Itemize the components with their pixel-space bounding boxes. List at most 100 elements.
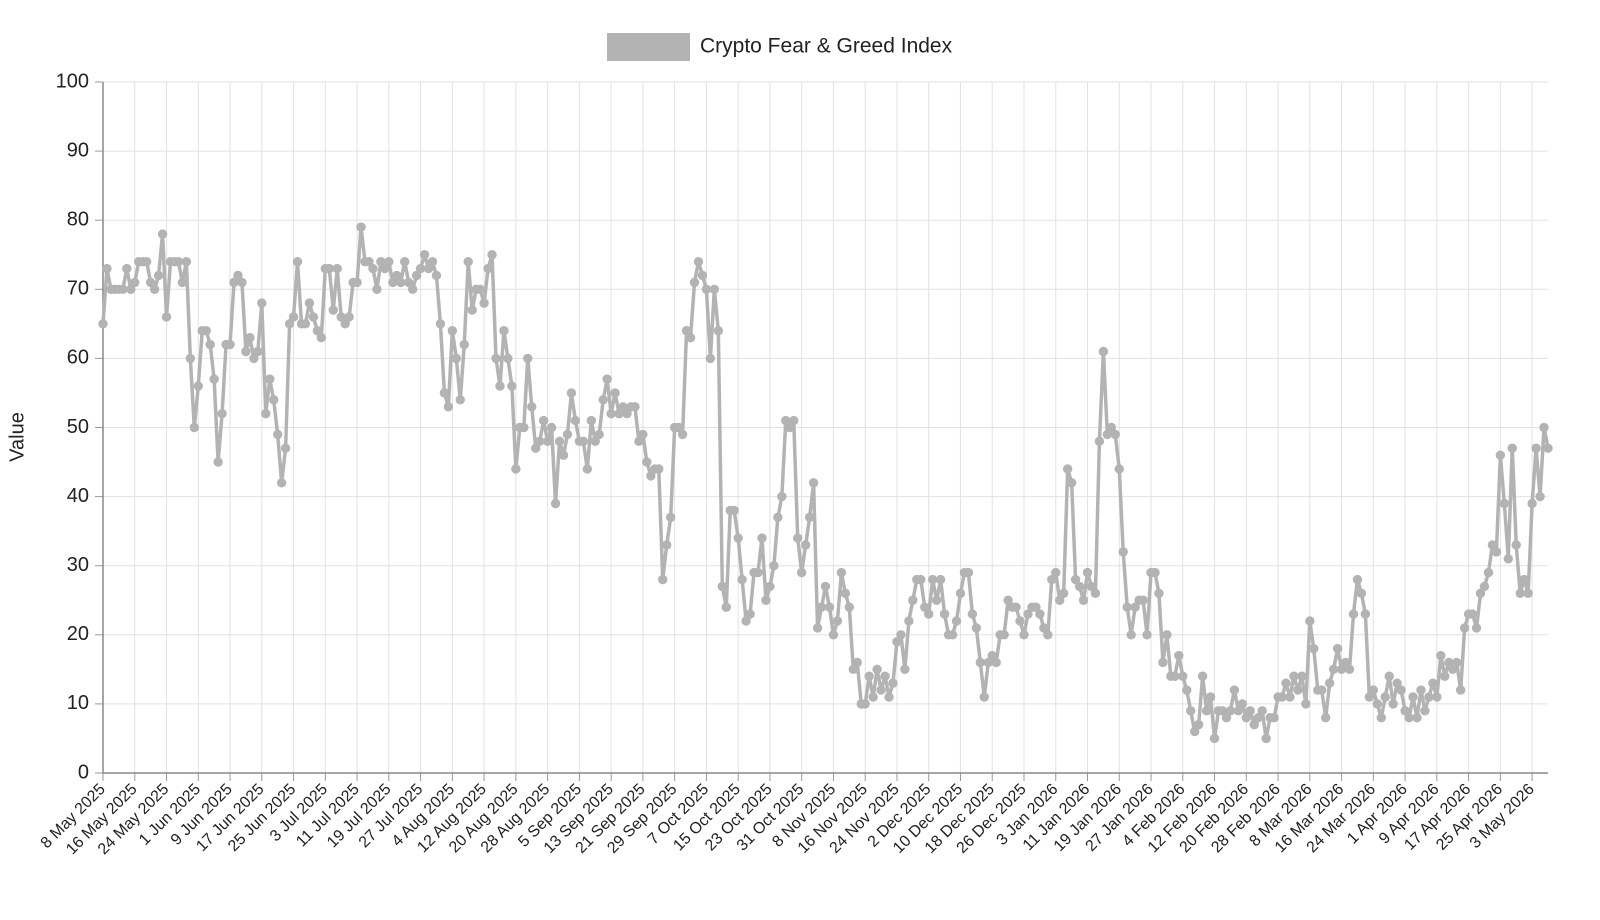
data-point (987, 650, 997, 661)
data-point (1412, 713, 1422, 723)
data-point (519, 422, 529, 433)
data-point (971, 623, 982, 633)
data-point (828, 630, 839, 640)
data-point (1249, 719, 1259, 730)
data-point (1479, 581, 1490, 592)
data-point (245, 332, 255, 343)
data-point (622, 408, 632, 419)
data-point (1114, 464, 1124, 474)
data-point (900, 664, 910, 675)
data-point (451, 353, 462, 364)
data-point (411, 270, 422, 281)
data-point (1380, 692, 1390, 702)
data-point (1098, 346, 1109, 357)
data-point (1289, 671, 1299, 681)
data-point (328, 305, 338, 315)
data-point (1511, 540, 1521, 550)
data-point (1201, 706, 1212, 716)
data-point (721, 602, 731, 612)
data-point (1241, 713, 1251, 723)
data-point (1078, 595, 1089, 605)
data-point (479, 298, 489, 308)
data-point (1281, 678, 1291, 688)
data-point (741, 616, 751, 626)
data-point (951, 616, 962, 626)
data-point (499, 326, 509, 336)
data-point (634, 436, 644, 447)
y-tick-label: 40 (67, 485, 89, 507)
data-point (1483, 567, 1494, 578)
data-point (1305, 616, 1315, 626)
y-tick-label: 50 (67, 416, 89, 438)
data-point (1233, 706, 1244, 716)
data-point (511, 464, 521, 474)
data-point (550, 498, 561, 509)
data-point (1154, 588, 1164, 599)
data-point (1535, 491, 1545, 502)
data-point (1499, 498, 1510, 509)
data-point (1074, 581, 1085, 592)
data-point (189, 422, 200, 433)
data-point (884, 692, 894, 702)
y-tick-label: 100 (56, 70, 89, 92)
data-point (1253, 713, 1263, 723)
data-point (98, 319, 108, 329)
data-point (384, 256, 394, 267)
data-point (892, 637, 902, 647)
data-point (1384, 671, 1394, 681)
y-tick-label: 60 (67, 347, 89, 369)
data-point (602, 374, 612, 384)
data-point (1432, 692, 1442, 702)
data-point (1209, 733, 1220, 744)
data-point (1197, 671, 1208, 681)
data-point (403, 277, 414, 288)
data-point (1055, 595, 1065, 605)
data-point (304, 298, 315, 308)
data-point (491, 353, 501, 364)
data-point (1364, 692, 1375, 702)
data-point (1070, 574, 1081, 585)
data-point (538, 415, 549, 426)
legend-swatch (607, 33, 690, 61)
data-point (1424, 692, 1434, 702)
data-point (1320, 713, 1331, 723)
data-point (947, 630, 958, 640)
data-point (364, 256, 374, 267)
data-point (1436, 650, 1446, 661)
data-point (800, 540, 811, 550)
data-point (1158, 657, 1168, 668)
data-point (562, 429, 573, 440)
data-point (733, 533, 743, 543)
data-point (1062, 464, 1073, 474)
data-point (685, 332, 696, 343)
data-point (769, 561, 779, 571)
data-point (642, 457, 652, 467)
data-point (380, 263, 390, 274)
data-point (836, 567, 847, 578)
data-point (1396, 685, 1406, 695)
data-point (999, 630, 1009, 640)
data-point (288, 312, 299, 322)
data-point (1404, 713, 1414, 723)
data-point (1368, 685, 1379, 695)
data-point (1388, 699, 1398, 709)
data-point (1122, 602, 1132, 612)
data-point (1459, 623, 1470, 633)
data-point (1229, 685, 1240, 695)
data-point (630, 402, 640, 412)
data-point (864, 671, 874, 681)
data-point (729, 505, 739, 516)
data-point (443, 402, 454, 412)
data-point (1539, 422, 1549, 433)
data-point (796, 567, 807, 578)
data-point (967, 609, 978, 619)
data-point (1448, 664, 1458, 675)
data-point (447, 326, 458, 336)
data-point (1360, 609, 1371, 619)
data-point (1003, 595, 1013, 605)
y-tick-label: 90 (67, 139, 89, 161)
data-point (773, 512, 783, 523)
data-point (1332, 643, 1343, 654)
